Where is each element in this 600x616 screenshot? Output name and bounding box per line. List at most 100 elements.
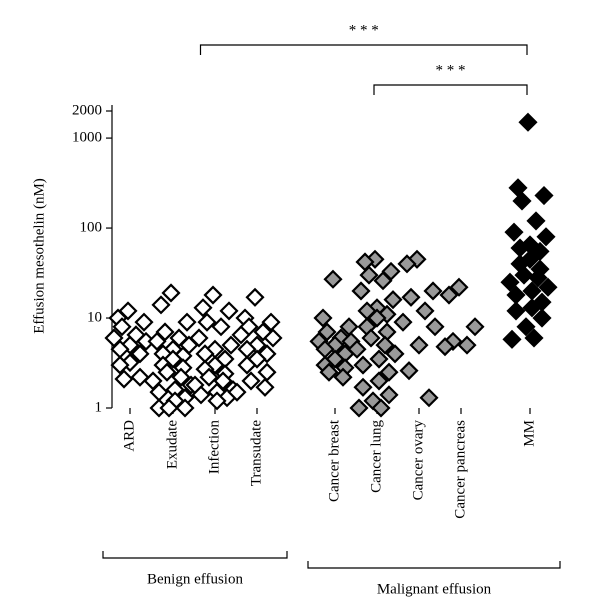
data-point — [319, 362, 339, 382]
data-point — [353, 377, 373, 397]
x-tick-label: Transudate — [248, 420, 264, 486]
data-point — [377, 304, 397, 324]
data-point — [532, 308, 552, 328]
x-tick-label: Exudate — [164, 420, 180, 469]
data-point — [373, 271, 393, 291]
data-point — [401, 287, 421, 307]
data-point — [347, 339, 367, 359]
significance-label: * * * — [349, 22, 379, 38]
data-point — [147, 331, 167, 351]
x-tick-label: Cancer lung — [368, 420, 384, 493]
data-point — [530, 241, 550, 261]
data-point — [514, 265, 534, 285]
data-point — [375, 335, 395, 355]
data-point — [465, 317, 485, 337]
data-point — [435, 337, 455, 357]
data-point — [351, 281, 371, 301]
data-point — [385, 344, 405, 364]
data-point — [449, 277, 469, 297]
data-point — [534, 185, 554, 206]
y-tick-label: 100 — [80, 219, 103, 235]
data-point — [157, 362, 177, 382]
data-point — [151, 295, 171, 315]
data-point — [199, 367, 219, 387]
group-bracket — [102, 551, 288, 559]
data-point — [189, 328, 209, 348]
data-point — [207, 391, 227, 411]
y-tick-label: 2000 — [72, 102, 102, 118]
data-point — [369, 371, 389, 391]
data-point — [191, 385, 211, 405]
x-tick-label: Cancer breast — [326, 419, 342, 502]
significance-label: * * * — [436, 62, 466, 78]
data-point — [159, 398, 179, 418]
data-point — [120, 352, 140, 373]
data-point — [512, 191, 532, 211]
data-point — [253, 322, 273, 342]
data-point — [526, 211, 546, 231]
y-tick-label: 10 — [87, 309, 102, 325]
data-point — [241, 371, 261, 391]
data-point — [177, 312, 197, 332]
data-point — [257, 362, 277, 382]
data-point — [333, 367, 353, 387]
data-point — [367, 308, 387, 328]
data-point — [500, 272, 520, 292]
data-point — [359, 265, 379, 285]
data-point — [130, 367, 150, 387]
x-tick-label: ARD — [121, 420, 137, 452]
data-point — [504, 222, 524, 242]
data-point — [261, 312, 281, 332]
data-point — [175, 398, 195, 418]
data-point — [219, 301, 239, 321]
data-point — [197, 312, 217, 332]
data-point — [538, 277, 558, 297]
group-label: Benign effusion — [147, 571, 243, 587]
data-point — [457, 335, 477, 355]
data-point — [502, 329, 522, 349]
data-point — [379, 362, 399, 382]
data-point — [399, 361, 419, 381]
data-point — [231, 325, 251, 345]
data-point — [524, 328, 544, 348]
data-point — [221, 335, 241, 355]
data-point — [522, 298, 542, 318]
data-point — [255, 377, 275, 397]
data-point — [161, 283, 181, 303]
data-point — [134, 312, 154, 332]
data-point — [227, 382, 247, 402]
y-axis-label: Effusion mesothelin (nM) — [31, 178, 47, 334]
data-point — [409, 335, 429, 355]
data-point — [415, 301, 435, 321]
data-point — [518, 112, 538, 132]
x-tick-label: Infection — [206, 420, 222, 475]
y-tick-label: 1 — [95, 399, 103, 415]
data-point — [114, 369, 134, 389]
data-point — [171, 367, 191, 387]
data-point — [371, 398, 391, 418]
data-point — [353, 355, 373, 375]
data-point — [193, 298, 213, 318]
data-point — [323, 269, 343, 289]
data-point — [257, 344, 277, 364]
data-point — [245, 287, 265, 307]
significance-bracket — [373, 84, 528, 95]
significance-bracket — [199, 44, 528, 55]
x-tick-label: Cancer ovary — [410, 420, 426, 501]
data-point — [397, 254, 417, 274]
data-point — [211, 317, 231, 337]
data-point — [516, 317, 536, 337]
data-point — [419, 388, 439, 408]
data-point — [423, 281, 443, 301]
data-point — [379, 385, 399, 405]
data-point — [383, 290, 403, 310]
data-point — [263, 328, 283, 348]
group-bracket — [307, 561, 561, 569]
data-point — [237, 355, 257, 375]
data-point — [361, 328, 381, 348]
data-point — [110, 355, 130, 375]
data-point — [369, 349, 389, 369]
data-point — [439, 285, 459, 305]
data-point — [506, 301, 526, 321]
